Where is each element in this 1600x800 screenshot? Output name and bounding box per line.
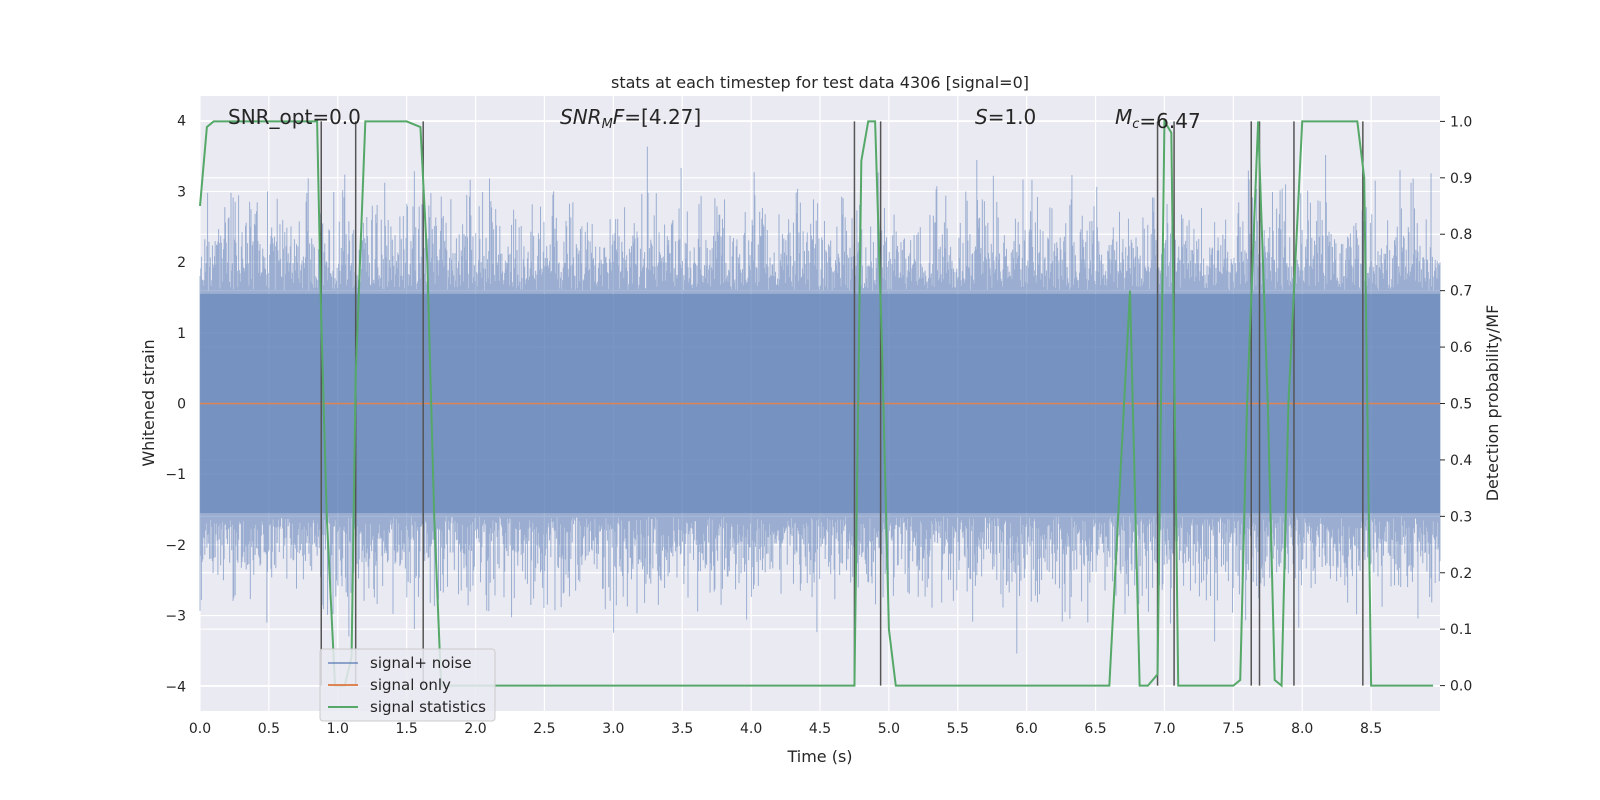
y2-tick-label: 0.2: [1450, 566, 1472, 582]
y-tick-label: −4: [165, 679, 186, 695]
annotation-0: SNR_opt=0.0: [228, 105, 361, 129]
x-tick-label: 8.5: [1360, 721, 1382, 737]
x-tick-label: 7.5: [1222, 721, 1244, 737]
x-tick-label: 2.5: [533, 721, 555, 737]
y2-tick-label: 1.0: [1450, 114, 1472, 130]
x-tick-label: 5.5: [947, 721, 969, 737]
annotations: SNR_opt=0.0 SNRMF=[4.27] S=1.0 Mc=6.47: [228, 105, 1201, 133]
x-tick-label: 2.0: [464, 721, 486, 737]
legend-entry-signal: signal only: [370, 676, 451, 694]
x-tick-label: 6.5: [1084, 721, 1106, 737]
x-tick-label: 1.0: [327, 721, 349, 737]
x-tick-label: 3.0: [602, 721, 624, 737]
x-tick-label: 8.0: [1291, 721, 1313, 737]
legend-entry-statistics: signal statistics: [370, 698, 486, 716]
x-tick-label: 0.5: [258, 721, 280, 737]
y-tick-label: −2: [165, 538, 186, 554]
legend-frame: [319, 648, 496, 722]
y-tick-label: −1: [165, 467, 186, 483]
x-tick-label: 4.0: [740, 721, 762, 737]
chart-title: stats at each timestep for test data 430…: [611, 73, 1029, 92]
annotation-1: SNRMF=[4.27]: [560, 105, 701, 132]
y-tick-label: 3: [177, 184, 186, 200]
y-tick-label: 4: [177, 114, 186, 130]
y-tick-label: 1: [177, 326, 186, 342]
annotation-2: S=1.0: [975, 105, 1036, 129]
legend-entry-noise: signal+ noise: [370, 654, 472, 672]
x-axis-ticks: 0.0 0.5 1.0 1.5 2.0 2.5 3.0 3.5 4.0 4.5 5.0 5.5 6.0 6…: [189, 721, 1382, 737]
x-axis-label: Time (s): [786, 747, 852, 766]
x-tick-label: 1.5: [396, 721, 418, 737]
annotation-3: Mc=6.47: [1115, 105, 1201, 133]
x-tick-label: 3.5: [671, 721, 693, 737]
y2-tick-label: 0.8: [1450, 227, 1472, 243]
y-tick-label: 0: [177, 397, 186, 413]
y2-tick-label: 0.0: [1450, 679, 1472, 695]
y2-tick-label: 0.5: [1450, 397, 1472, 413]
y-tick-label: 2: [177, 255, 186, 271]
y2-tick-label: 0.3: [1450, 509, 1472, 525]
x-tick-label: 5.0: [878, 721, 900, 737]
x-tick-label: 4.5: [809, 721, 831, 737]
y2-tick-label: 0.7: [1450, 284, 1472, 300]
noise-trace: [199, 146, 1441, 654]
x-tick-label: 6.0: [1016, 721, 1038, 737]
y2-tick-label: 0.9: [1450, 171, 1472, 187]
y2-axis-ticks: 1.0 0.9 0.8 0.7 0.6 0.5 0.4 0.3 0.2 0.1 0.0: [1440, 114, 1472, 695]
y-axis-label: Whitened strain: [139, 339, 158, 466]
y2-axis-label: Detection probability/MF: [1483, 305, 1502, 502]
y-axis-ticks: 4 3 2 1 0 −1 −2 −3 −4: [165, 114, 186, 696]
x-tick-label: 0.0: [189, 721, 211, 737]
legend: signal+ noise signal only signal statist…: [319, 648, 496, 722]
y2-tick-label: 0.1: [1450, 622, 1472, 638]
y2-tick-label: 0.4: [1450, 453, 1472, 469]
y-tick-label: −3: [165, 609, 186, 625]
y2-tick-label: 0.6: [1450, 340, 1472, 356]
x-tick-label: 7.0: [1153, 721, 1175, 737]
